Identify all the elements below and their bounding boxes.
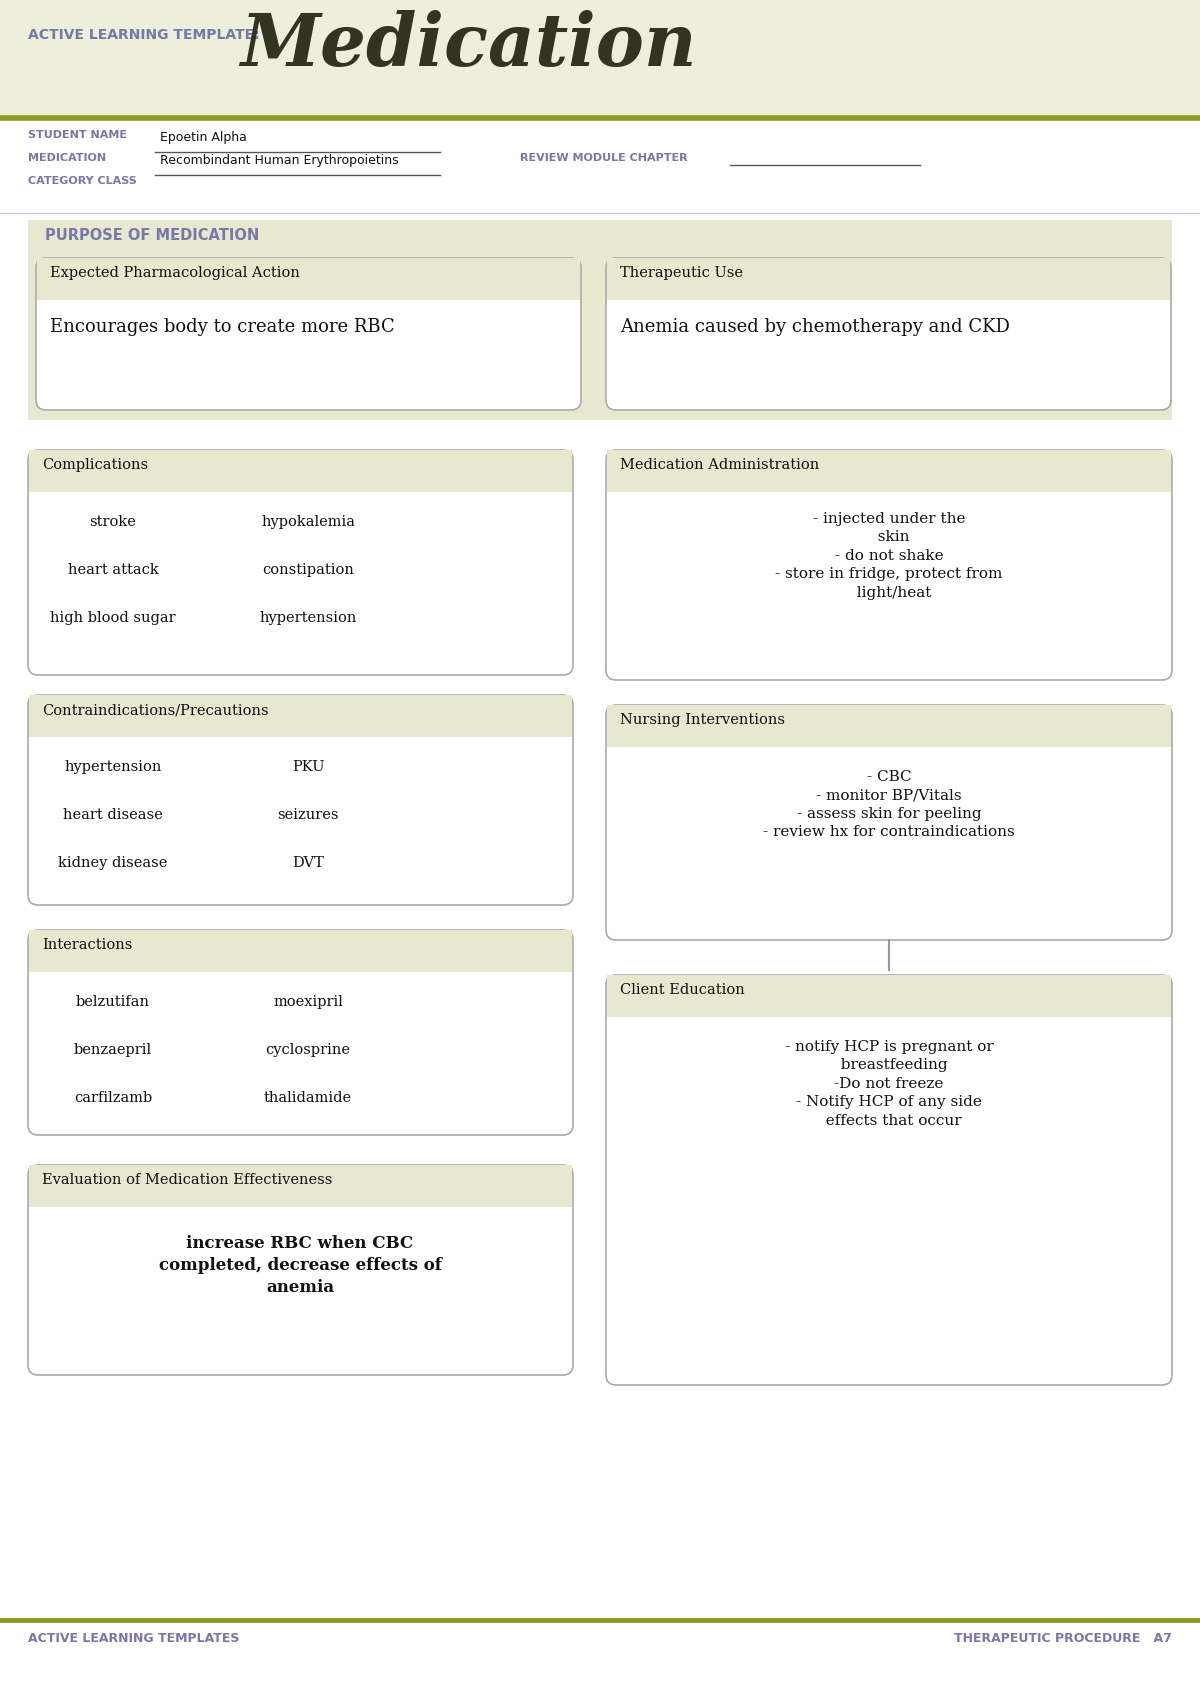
Text: belzutifan: belzutifan <box>76 994 150 1010</box>
Text: Encourages body to create more RBC: Encourages body to create more RBC <box>50 317 395 336</box>
Bar <box>607 704 1171 747</box>
Text: seizures: seizures <box>277 808 338 821</box>
Text: hypokalemia: hypokalemia <box>262 514 355 529</box>
Bar <box>28 221 1172 419</box>
Text: Complications: Complications <box>42 458 148 472</box>
Text: Anemia caused by chemotherapy and CKD: Anemia caused by chemotherapy and CKD <box>620 317 1010 336</box>
Text: Medication: Medication <box>240 10 696 81</box>
Bar <box>607 976 1171 1017</box>
Text: heart disease: heart disease <box>64 808 163 821</box>
FancyBboxPatch shape <box>28 930 574 1135</box>
FancyBboxPatch shape <box>28 1166 574 1375</box>
Text: PURPOSE OF MEDICATION: PURPOSE OF MEDICATION <box>46 227 259 243</box>
Text: Interactions: Interactions <box>42 938 132 952</box>
Text: Nursing Interventions: Nursing Interventions <box>620 713 785 726</box>
Text: Client Education: Client Education <box>620 983 745 998</box>
Text: carfilzamb: carfilzamb <box>74 1091 152 1105</box>
Text: high blood sugar: high blood sugar <box>50 611 176 624</box>
Text: constipation: constipation <box>262 563 354 577</box>
Text: Recombindant Human Erythropoietins: Recombindant Human Erythropoietins <box>160 154 398 166</box>
Text: MEDICATION: MEDICATION <box>28 153 106 163</box>
Text: moexipril: moexipril <box>274 994 343 1010</box>
Bar <box>0 119 1200 214</box>
Text: hypertension: hypertension <box>65 760 162 774</box>
Text: STUDENT NAME: STUDENT NAME <box>28 131 127 139</box>
Text: DVT: DVT <box>292 855 324 871</box>
Text: CATEGORY CLASS: CATEGORY CLASS <box>28 176 137 187</box>
FancyBboxPatch shape <box>606 976 1172 1385</box>
Text: cyclosprine: cyclosprine <box>265 1044 350 1057</box>
Bar <box>607 258 1170 300</box>
Text: hypertension: hypertension <box>259 611 356 624</box>
Text: - notify HCP is pregnant or
  breastfeeding
-Do not freeze
- Notify HCP of any s: - notify HCP is pregnant or breastfeedin… <box>785 1040 994 1127</box>
Text: THERAPEUTIC PROCEDURE   A7: THERAPEUTIC PROCEDURE A7 <box>954 1633 1172 1644</box>
Bar <box>607 450 1171 492</box>
Text: - injected under the
  skin
- do not shake
- store in fridge, protect from
  lig: - injected under the skin - do not shake… <box>775 512 1003 599</box>
FancyBboxPatch shape <box>36 258 581 411</box>
Text: stroke: stroke <box>90 514 137 529</box>
Text: increase RBC when CBC
completed, decrease effects of
anemia: increase RBC when CBC completed, decreas… <box>158 1235 442 1297</box>
Text: ACTIVE LEARNING TEMPLATE:: ACTIVE LEARNING TEMPLATE: <box>28 27 259 42</box>
Text: REVIEW MODULE CHAPTER: REVIEW MODULE CHAPTER <box>520 153 688 163</box>
FancyBboxPatch shape <box>606 450 1172 680</box>
Text: benzaepril: benzaepril <box>74 1044 152 1057</box>
Text: Evaluation of Medication Effectiveness: Evaluation of Medication Effectiveness <box>42 1173 332 1186</box>
Bar <box>37 258 580 300</box>
Text: - CBC
- monitor BP/Vitals
- assess skin for peeling
- review hx for contraindica: - CBC - monitor BP/Vitals - assess skin … <box>763 770 1015 840</box>
FancyBboxPatch shape <box>606 704 1172 940</box>
FancyBboxPatch shape <box>28 696 574 905</box>
Text: ACTIVE LEARNING TEMPLATES: ACTIVE LEARNING TEMPLATES <box>28 1633 239 1644</box>
Text: heart attack: heart attack <box>67 563 158 577</box>
Bar <box>0 0 1200 119</box>
Bar <box>29 696 572 736</box>
Text: Medication Administration: Medication Administration <box>620 458 820 472</box>
FancyBboxPatch shape <box>28 450 574 675</box>
Text: thalidamide: thalidamide <box>264 1091 352 1105</box>
Text: Expected Pharmacological Action: Expected Pharmacological Action <box>50 266 300 280</box>
Text: Epoetin Alpha: Epoetin Alpha <box>160 131 247 144</box>
Text: kidney disease: kidney disease <box>59 855 168 871</box>
Text: Therapeutic Use: Therapeutic Use <box>620 266 743 280</box>
Bar <box>29 1166 572 1207</box>
FancyBboxPatch shape <box>606 258 1171 411</box>
Text: PKU: PKU <box>292 760 324 774</box>
Bar <box>29 930 572 972</box>
Text: Contraindications/Precautions: Contraindications/Precautions <box>42 703 269 718</box>
Bar <box>29 450 572 492</box>
